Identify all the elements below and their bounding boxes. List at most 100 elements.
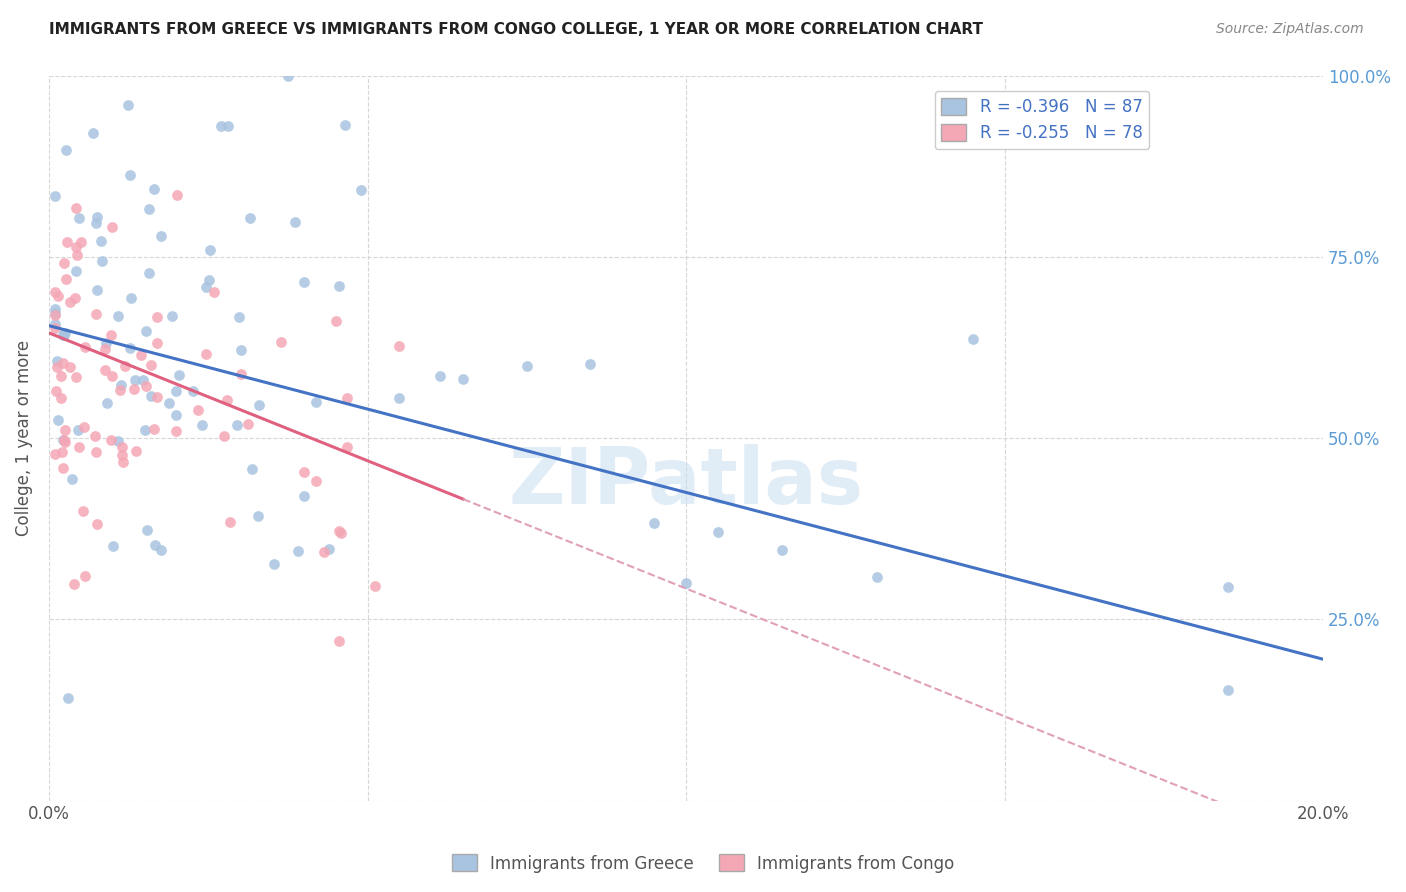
Point xyxy=(111,440,134,454)
Point xyxy=(52,327,75,342)
Point xyxy=(56,235,79,249)
Point xyxy=(231,367,253,381)
Point xyxy=(52,433,75,447)
Point xyxy=(579,358,602,372)
Point xyxy=(65,202,87,216)
Point xyxy=(51,445,73,459)
Point xyxy=(149,229,172,244)
Point xyxy=(195,346,218,360)
Point xyxy=(73,420,96,434)
Point xyxy=(65,248,87,262)
Point xyxy=(44,308,66,322)
Point xyxy=(329,526,352,541)
Point xyxy=(63,291,86,305)
Point xyxy=(143,181,166,195)
Legend: Immigrants from Greece, Immigrants from Congo: Immigrants from Greece, Immigrants from … xyxy=(446,847,960,880)
Point xyxy=(53,433,76,447)
Point xyxy=(200,243,222,257)
Point xyxy=(770,543,793,558)
Point xyxy=(75,568,97,582)
Point xyxy=(51,368,73,383)
Point xyxy=(59,359,82,374)
Point xyxy=(226,417,249,432)
Point xyxy=(145,391,167,405)
Point xyxy=(228,310,250,324)
Point xyxy=(86,284,108,298)
Point xyxy=(363,578,385,592)
Point xyxy=(866,570,889,584)
Point xyxy=(91,253,114,268)
Point xyxy=(86,210,108,224)
Point xyxy=(1216,580,1239,594)
Point xyxy=(129,348,152,362)
Point xyxy=(55,434,77,449)
Point xyxy=(675,575,697,590)
Point xyxy=(325,313,347,327)
Point xyxy=(114,359,136,373)
Point xyxy=(219,515,242,529)
Point xyxy=(84,307,107,321)
Point xyxy=(136,523,159,537)
Point xyxy=(328,634,350,648)
Point xyxy=(239,211,262,226)
Point xyxy=(388,391,411,405)
Point xyxy=(110,378,132,392)
Point xyxy=(84,216,107,230)
Point xyxy=(181,384,204,398)
Y-axis label: College, 1 year or more: College, 1 year or more xyxy=(15,340,32,536)
Point xyxy=(125,444,148,458)
Point xyxy=(1216,683,1239,698)
Point xyxy=(305,395,328,409)
Point xyxy=(962,332,984,346)
Point xyxy=(247,398,270,412)
Point xyxy=(52,256,75,270)
Point xyxy=(212,429,235,443)
Point xyxy=(277,69,299,83)
Point xyxy=(166,187,188,202)
Point xyxy=(44,285,66,299)
Point xyxy=(195,279,218,293)
Point xyxy=(100,433,122,447)
Point xyxy=(45,353,67,368)
Point xyxy=(305,475,328,489)
Point xyxy=(284,215,307,229)
Point xyxy=(86,445,108,459)
Point xyxy=(100,219,122,234)
Point xyxy=(65,264,87,278)
Point xyxy=(52,327,75,342)
Point xyxy=(55,272,77,286)
Point xyxy=(46,412,69,426)
Point xyxy=(138,202,160,216)
Point xyxy=(169,368,191,382)
Point xyxy=(328,279,350,293)
Point xyxy=(312,544,335,558)
Point xyxy=(292,465,315,479)
Point xyxy=(149,543,172,558)
Point xyxy=(643,516,665,530)
Point xyxy=(101,539,124,553)
Point xyxy=(318,542,340,557)
Point xyxy=(51,392,73,406)
Point xyxy=(65,240,87,254)
Point xyxy=(52,460,75,475)
Point xyxy=(59,294,82,309)
Point xyxy=(165,384,187,398)
Point xyxy=(45,360,67,375)
Point xyxy=(202,285,225,299)
Point xyxy=(44,302,66,317)
Point xyxy=(70,235,93,249)
Point xyxy=(44,306,66,320)
Point xyxy=(335,392,357,406)
Point xyxy=(198,273,221,287)
Point xyxy=(160,309,183,323)
Point xyxy=(45,384,67,398)
Point xyxy=(138,266,160,280)
Point xyxy=(263,558,285,572)
Point xyxy=(96,396,118,410)
Point xyxy=(44,317,66,331)
Point xyxy=(122,382,145,396)
Text: IMMIGRANTS FROM GREECE VS IMMIGRANTS FROM CONGO COLLEGE, 1 YEAR OR MORE CORRELAT: IMMIGRANTS FROM GREECE VS IMMIGRANTS FRO… xyxy=(49,22,983,37)
Point xyxy=(141,359,163,373)
Point xyxy=(157,395,180,409)
Point xyxy=(55,423,77,437)
